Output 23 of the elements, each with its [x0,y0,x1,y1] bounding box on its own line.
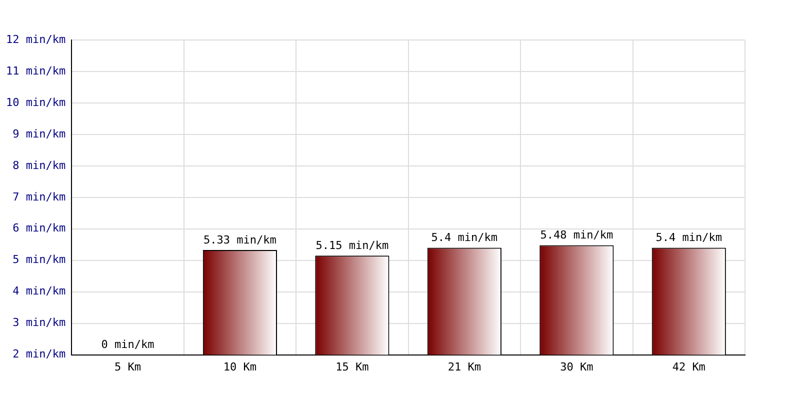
data-label: 5.48 min/km [540,228,614,242]
y-tick-label: 4 min/km [12,284,66,298]
x-tick-label: 5 Km [114,360,142,374]
y-tick-label: 5 min/km [12,253,66,266]
y-tick-label: 7 min/km [12,190,66,204]
x-tick-label: 10 Km [223,360,257,374]
y-tick-label: 11 min/km [6,64,66,78]
text: 0 min/km [101,338,154,352]
data-label: 5.4 min/km [431,231,498,244]
data-label: 5.33 min/km [204,233,277,246]
y-tick-label: 8 min/km [12,158,66,172]
data-label: 5.4 min/km [656,231,722,244]
x-tick-label: 21 Km [448,360,482,374]
x-tick-label: 30 Km [560,360,594,374]
y-tick-label: 12 min/km [6,32,66,46]
x-tick-label: 42 Km [672,360,706,374]
y-tick-label: 3 min/km [12,316,66,330]
y-tick-label: 10 min/km [6,96,66,109]
data-label: 5.15 min/km [316,238,389,252]
x-tick-label: 15 Km [336,360,370,374]
y-tick-label: 2 min/km [12,348,66,361]
y-tick-label: 6 min/km [12,222,66,235]
y-tick-label: 9 min/km [12,127,66,140]
